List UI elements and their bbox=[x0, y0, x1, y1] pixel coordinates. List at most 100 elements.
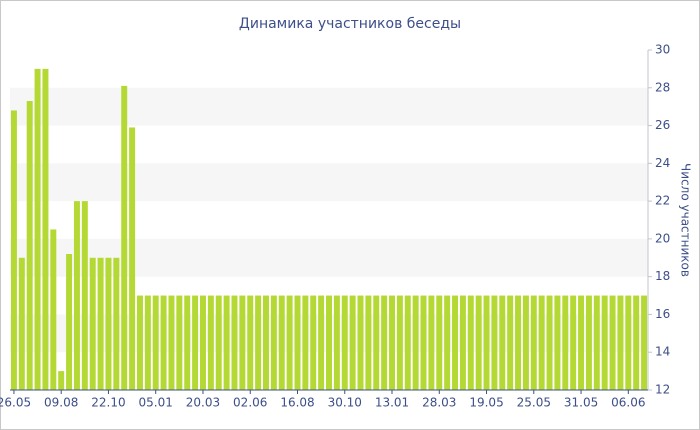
y-tick-label: 14 bbox=[655, 345, 670, 359]
y-tick-label: 24 bbox=[655, 156, 670, 170]
bar bbox=[412, 295, 419, 390]
bar bbox=[192, 295, 199, 390]
bar bbox=[554, 295, 561, 390]
bar bbox=[42, 68, 49, 390]
bar bbox=[396, 295, 403, 390]
bar bbox=[302, 295, 309, 390]
bar bbox=[184, 295, 191, 390]
x-tick-label: 31.05 bbox=[564, 396, 598, 410]
bar bbox=[507, 295, 514, 390]
bar bbox=[73, 201, 80, 390]
grid-band bbox=[10, 87, 648, 126]
bar bbox=[641, 295, 648, 390]
y-tick-label: 30 bbox=[655, 43, 670, 57]
bar bbox=[491, 295, 498, 390]
bar bbox=[199, 295, 206, 390]
bar bbox=[428, 295, 435, 390]
bar bbox=[326, 295, 332, 390]
bar bbox=[231, 295, 238, 390]
bar bbox=[239, 295, 246, 390]
bar bbox=[420, 295, 427, 390]
y-axis-label: Число участников bbox=[679, 163, 693, 277]
y-tick-label: 16 bbox=[655, 307, 670, 321]
x-tick-label: 05.01 bbox=[139, 396, 173, 410]
grid-band bbox=[10, 163, 648, 202]
y-tick-label: 28 bbox=[655, 80, 670, 94]
bar bbox=[34, 68, 41, 390]
bar bbox=[459, 295, 466, 390]
bar bbox=[530, 295, 537, 390]
x-tick-label: 02.06 bbox=[233, 396, 267, 410]
bar bbox=[113, 257, 120, 390]
bar bbox=[215, 295, 222, 390]
bar bbox=[452, 295, 459, 390]
bar bbox=[26, 101, 33, 390]
bar bbox=[522, 295, 529, 390]
bar bbox=[160, 295, 167, 390]
bar bbox=[176, 295, 183, 390]
bar bbox=[97, 257, 104, 390]
x-tick-label: 16.08 bbox=[280, 396, 314, 410]
bar bbox=[609, 295, 616, 390]
bar bbox=[223, 295, 230, 390]
bar bbox=[247, 295, 254, 390]
x-tick-label: 22.10 bbox=[91, 396, 125, 410]
y-tick-label: 12 bbox=[655, 383, 670, 397]
y-tick-label: 18 bbox=[655, 269, 670, 283]
bar bbox=[50, 229, 57, 390]
bar bbox=[585, 295, 592, 390]
bar bbox=[262, 295, 269, 390]
x-tick-label: 20.03 bbox=[186, 396, 220, 410]
bar bbox=[625, 295, 632, 390]
bar bbox=[546, 295, 553, 390]
x-tick-label: 09.08 bbox=[44, 396, 78, 410]
bar bbox=[341, 295, 348, 390]
bar bbox=[207, 295, 214, 390]
bar bbox=[278, 295, 285, 390]
bar bbox=[286, 295, 293, 390]
bar bbox=[10, 110, 17, 390]
x-tick-label: 19.05 bbox=[469, 396, 503, 410]
bar bbox=[168, 295, 175, 390]
x-tick-label: 28.03 bbox=[422, 396, 456, 410]
bar bbox=[601, 295, 608, 390]
bar bbox=[515, 295, 522, 390]
bar bbox=[129, 127, 136, 390]
bar bbox=[105, 257, 112, 390]
bar bbox=[389, 295, 396, 390]
bar bbox=[475, 295, 482, 390]
bar bbox=[483, 295, 490, 390]
bar bbox=[349, 295, 356, 390]
bar bbox=[357, 295, 364, 390]
bar bbox=[294, 295, 301, 390]
bar bbox=[381, 295, 388, 390]
bar bbox=[121, 85, 128, 390]
bar bbox=[593, 295, 600, 390]
bar bbox=[365, 295, 372, 390]
bar bbox=[89, 257, 96, 390]
bar bbox=[81, 201, 88, 390]
x-tick-label: 30.10 bbox=[328, 396, 362, 410]
bar bbox=[18, 257, 25, 390]
bar bbox=[562, 295, 569, 390]
bar bbox=[152, 295, 159, 390]
bar bbox=[444, 295, 451, 390]
y-tick-label: 26 bbox=[655, 118, 670, 132]
bar bbox=[136, 295, 143, 390]
bar bbox=[144, 295, 151, 390]
y-tick-label: 20 bbox=[655, 231, 670, 245]
bar bbox=[499, 295, 506, 390]
x-tick-label: 13.01 bbox=[375, 396, 409, 410]
bar bbox=[373, 295, 380, 390]
bar bbox=[538, 295, 545, 390]
bar bbox=[58, 371, 65, 390]
bar bbox=[404, 295, 411, 390]
bar bbox=[333, 295, 340, 390]
bar bbox=[270, 295, 277, 390]
bar bbox=[633, 295, 640, 390]
y-tick-label: 22 bbox=[655, 194, 670, 208]
x-tick-label: 26.05 bbox=[0, 396, 31, 410]
bar bbox=[255, 295, 262, 390]
x-tick-label: 06.06 bbox=[611, 396, 645, 410]
